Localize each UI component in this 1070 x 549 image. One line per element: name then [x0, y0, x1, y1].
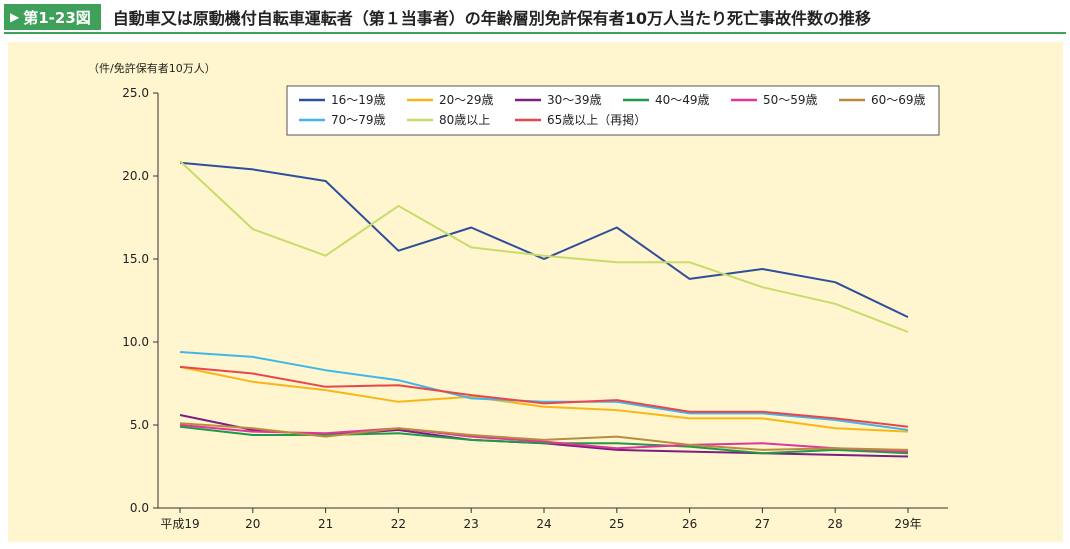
triangle-marker-icon: ▶ [10, 10, 20, 24]
x-tick-label: 29年 [894, 517, 921, 531]
series-line-4 [179, 425, 909, 455]
chart-panel: （件/免許保有者10万人） 0.0 5.0 10.0 15.0 20.0 25.0 平成19… [8, 42, 1063, 542]
x-tick-label: 25 [609, 517, 624, 531]
chart-series-lines [179, 160, 909, 458]
x-tick-label: 28 [828, 517, 843, 531]
x-tick-label: 26 [682, 517, 697, 531]
chart-axes: 0.0 5.0 10.0 15.0 20.0 25.0 平成19 20 21 22 23 24 25 26… [122, 86, 948, 531]
figure-number: 第1-23図 [23, 8, 91, 27]
y-tick-label: 20.0 [122, 169, 149, 183]
x-tick-label: 23 [464, 517, 479, 531]
series-line-2 [179, 365, 909, 433]
x-tick-label: 21 [318, 517, 333, 531]
y-tick-label: 0.0 [130, 501, 149, 515]
legend-label: 50～59歳 [763, 93, 818, 107]
figure-title-bar: ▶ 第1-23図 自動車又は原動機付自転車運転者（第１当事者）の年齢層別免許保有… [4, 2, 1066, 34]
series-line-1 [179, 161, 909, 319]
legend-label: 16～19歳 [331, 93, 386, 107]
legend-label: 70～79歳 [331, 113, 386, 127]
series-line-7 [179, 351, 909, 431]
y-tick-label: 15.0 [122, 252, 149, 266]
legend-box [286, 85, 940, 136]
series-line-9 [179, 365, 909, 428]
x-tick-label: 27 [755, 517, 770, 531]
x-tick-label: 20 [245, 517, 260, 531]
y-axis-unit-label: （件/免許保有者10万人） [88, 61, 216, 75]
x-tick-label: 22 [391, 517, 406, 531]
line-chart: （件/免許保有者10万人） 0.0 5.0 10.0 15.0 20.0 25.0 平成19… [88, 61, 948, 531]
x-tick-label: 平成19 [160, 517, 199, 531]
x-tick-label: 24 [536, 517, 551, 531]
series-line-5 [179, 424, 909, 453]
y-tick-label: 25.0 [122, 86, 149, 100]
legend-label: 40～49歳 [655, 93, 710, 107]
figure-number-badge: ▶ 第1-23図 [4, 4, 101, 30]
legend-label: 20～29歳 [439, 93, 494, 107]
figure-title: 自動車又は原動機付自転車運転者（第１当事者）の年齢層別免許保有者10万人当たり死… [112, 9, 872, 28]
series-line-8 [179, 160, 909, 333]
legend-label: 80歳以上 [439, 113, 490, 127]
legend-label: 65歳以上（再掲） [547, 112, 646, 127]
legend-label: 60～69歳 [871, 93, 926, 107]
chart-legend: 16～19歳 20～29歳 30～39歳 40～49歳 50～59歳 60～69歳 70～7… [286, 85, 940, 136]
y-tick-label: 10.0 [122, 335, 149, 349]
legend-label: 30～39歳 [547, 93, 602, 107]
y-tick-label: 5.0 [130, 418, 149, 432]
series-line-6 [179, 422, 909, 451]
